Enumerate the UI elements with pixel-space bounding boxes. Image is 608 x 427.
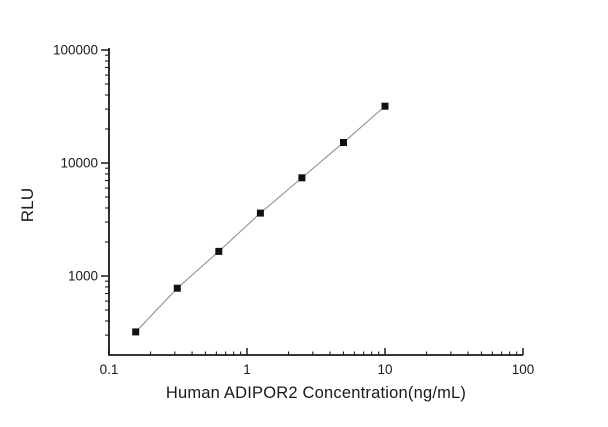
data-point-marker (298, 174, 306, 182)
y-tick-label: 100000 (53, 43, 98, 58)
data-point-marker (132, 328, 140, 336)
data-point-marker (215, 247, 223, 255)
y-axis-title: RLU (18, 187, 37, 223)
x-tick-label: 0.1 (100, 362, 119, 377)
data-point-marker (173, 284, 181, 292)
series-line (135, 105, 386, 333)
data-point-marker (256, 209, 264, 217)
data-point-marker (381, 102, 389, 110)
x-tick-label: 100 (512, 362, 535, 377)
x-tick-label: 1 (243, 362, 251, 377)
x-tick-label: 10 (377, 362, 392, 377)
y-tick-label: 10000 (60, 156, 98, 171)
y-tick-label: 1000 (68, 269, 98, 284)
data-point-marker (340, 139, 347, 146)
x-axis-title: Human ADIPOR2 Concentration(ng/mL) (165, 384, 467, 402)
